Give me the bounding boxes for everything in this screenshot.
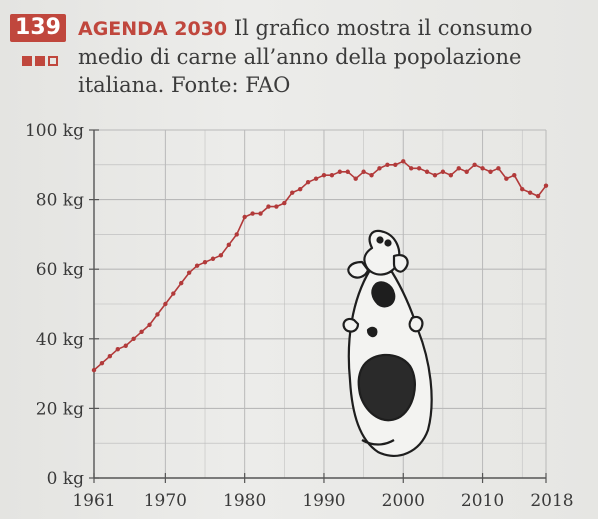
data-point (115, 347, 120, 352)
x-tick-label: 1980 (223, 491, 266, 511)
data-point (179, 280, 184, 286)
data-point (480, 166, 485, 171)
difficulty-indicator (22, 56, 58, 66)
x-tick-label: 2000 (382, 491, 425, 511)
data-point (131, 336, 136, 341)
data-point (496, 166, 501, 171)
data-point (210, 256, 216, 261)
data-point (353, 176, 358, 181)
data-point (218, 253, 224, 258)
data-point (107, 354, 113, 359)
difficulty-square-filled (35, 56, 45, 66)
data-point (520, 186, 525, 192)
data-point (321, 173, 327, 178)
data-point (226, 242, 232, 248)
y-tick-label: 20 kg (36, 399, 84, 419)
data-point (440, 169, 446, 174)
data-point (91, 367, 97, 373)
data-point (472, 162, 477, 167)
cow-nostril (384, 239, 392, 247)
data-point (258, 211, 263, 216)
data-point (464, 169, 469, 174)
data-point (297, 186, 303, 192)
cow-spot (366, 326, 378, 338)
data-point (242, 214, 247, 220)
data-point (99, 360, 105, 366)
data-point (432, 173, 438, 178)
problem-statement: AGENDA 2030 Il grafico mostra il consumo… (78, 14, 548, 99)
x-tick-label: 2010 (461, 491, 504, 511)
y-tick-label: 100 kg (25, 121, 84, 141)
data-point (456, 166, 461, 171)
difficulty-square-filled (22, 56, 32, 66)
y-tick-label: 0 kg (47, 469, 85, 489)
data-point (290, 190, 295, 195)
data-point (139, 329, 144, 335)
data-point (337, 169, 343, 174)
data-point (202, 260, 208, 265)
y-tick-label: 80 kg (36, 191, 84, 211)
data-point (147, 322, 152, 328)
data-point (408, 166, 414, 171)
exercise-number-badge: 139 (10, 14, 66, 42)
agenda-tag: AGENDA 2030 (78, 18, 228, 40)
x-tick-label: 1961 (72, 491, 115, 511)
data-point (393, 162, 398, 167)
data-point (194, 263, 200, 268)
data-point (377, 166, 382, 171)
problem-text: Il grafico mostra il consumo medio di ca… (78, 16, 533, 97)
cow-udder-line (361, 439, 395, 446)
data-point (250, 211, 255, 216)
data-point (186, 270, 192, 275)
data-point (313, 176, 319, 181)
data-point (234, 232, 239, 237)
data-point (488, 169, 493, 174)
data-point (361, 169, 366, 174)
cow-hoof (408, 315, 424, 333)
data-point (448, 173, 454, 178)
data-point (424, 169, 430, 174)
cow-hoof (342, 317, 360, 333)
data-point (543, 183, 549, 188)
data-point (535, 193, 541, 199)
cow-ear (347, 260, 370, 279)
data-point (329, 173, 335, 178)
data-point (369, 173, 374, 178)
y-tick-label: 60 kg (36, 260, 84, 280)
data-point (401, 159, 406, 164)
difficulty-square-empty (48, 56, 58, 66)
x-tick-label: 1990 (302, 491, 345, 511)
data-point (385, 162, 390, 167)
data-point (416, 166, 422, 171)
cow-nostril (376, 236, 384, 244)
data-point (527, 190, 533, 195)
data-point (171, 291, 176, 296)
cow-illustration (342, 229, 433, 457)
x-tick-label: 2018 (530, 491, 573, 511)
cow-ear (392, 254, 409, 273)
series-line (93, 160, 547, 371)
data-point (504, 176, 509, 181)
data-point (345, 169, 350, 174)
x-tick-label: 1970 (144, 491, 187, 511)
data-point (123, 343, 128, 348)
data-point (274, 204, 279, 209)
data-point (163, 301, 168, 307)
cow-belly-spot (357, 353, 416, 422)
data-point (266, 204, 271, 209)
data-point (282, 200, 287, 206)
data-point (512, 173, 517, 178)
y-tick-label: 40 kg (36, 330, 84, 350)
data-point (305, 180, 311, 185)
data-point (155, 312, 160, 317)
cow-spot (371, 281, 396, 308)
